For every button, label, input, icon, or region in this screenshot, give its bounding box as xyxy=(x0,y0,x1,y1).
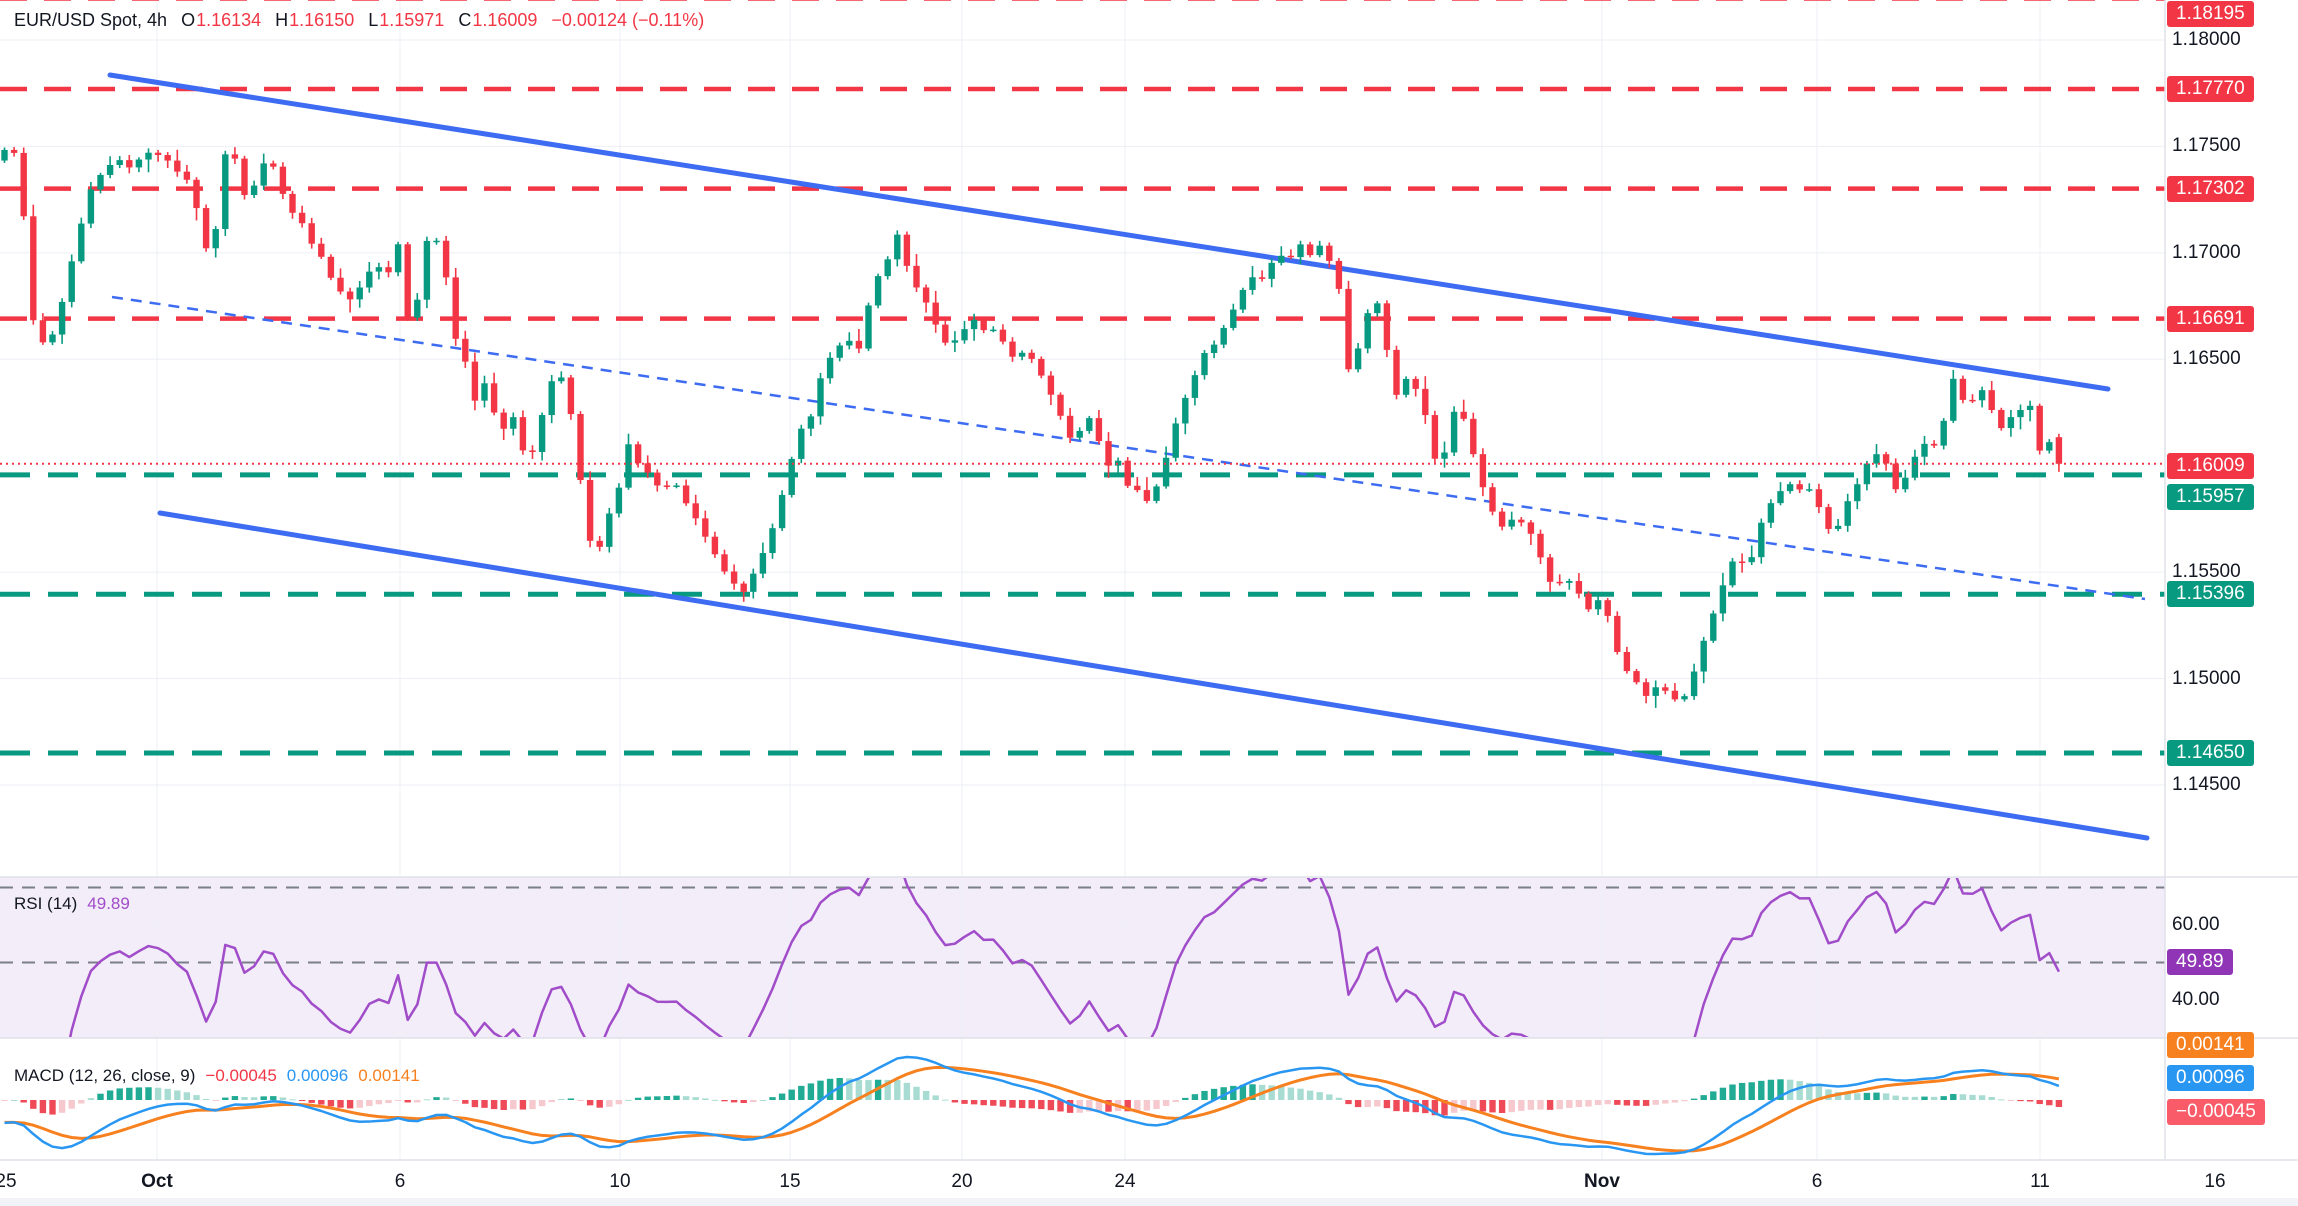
symbol-name[interactable]: EUR/USD Spot, 4h xyxy=(14,10,168,30)
rsi-pane[interactable] xyxy=(0,856,2165,1135)
candlestick-series[interactable] xyxy=(1,147,2063,708)
price-scale-badge-macd-signal: 0.00141 xyxy=(2167,1032,2254,1058)
price-scale-badge-macd-hist: −0.00045 xyxy=(2167,1099,2265,1125)
time-scale-label: 6 xyxy=(1811,1171,1823,1192)
macd-pane[interactable] xyxy=(1,1055,2063,1156)
time-scale-label: 20 xyxy=(951,1171,973,1192)
price-scale-badge-sup: 1.15957 xyxy=(2167,484,2254,510)
rsi-current-value: 49.89 xyxy=(87,894,130,913)
grid-lines xyxy=(0,0,2165,1160)
macd-indicator-label[interactable]: MACD (12, 26, close, 9) −0.00045 0.00096 0.… xyxy=(14,1066,420,1086)
support-resistance-lines[interactable] xyxy=(0,0,2165,756)
price-scale-label: 1.17000 xyxy=(2172,242,2241,263)
price-scale-label: 1.16500 xyxy=(2172,348,2241,369)
price-scale-label: 1.17500 xyxy=(2172,135,2241,156)
price-scale-badge-res: 1.17302 xyxy=(2167,176,2254,202)
time-scale-label: Oct xyxy=(141,1171,173,1192)
open-label: O xyxy=(181,10,196,30)
price-scale-badge-sup: 1.14650 xyxy=(2167,740,2254,766)
high-label: H xyxy=(275,10,289,30)
channel-mid-dashed-line xyxy=(111,295,2146,601)
rsi-indicator-label[interactable]: RSI (14) 49.89 xyxy=(14,894,130,914)
price-scale-label: 60.00 xyxy=(2172,914,2220,935)
rsi-line xyxy=(68,878,2061,1037)
price-scale-badge-res: 1.17770 xyxy=(2167,76,2254,102)
low-label: L xyxy=(368,10,379,30)
time-scale-label: 6 xyxy=(394,1171,406,1192)
price-scale-badge-rsi: 49.89 xyxy=(2167,949,2233,975)
macd-signal-value: 0.00141 xyxy=(358,1066,420,1085)
time-scale-label: 10 xyxy=(609,1171,631,1192)
close-value: 1.16009 xyxy=(472,10,538,30)
low-value: 1.15971 xyxy=(379,10,445,30)
macd-hist-value: −0.00045 xyxy=(205,1066,277,1085)
price-scale-label: 1.15500 xyxy=(2172,561,2241,582)
price-scale-badge-res: 1.18195 xyxy=(2167,1,2254,27)
price-scale-label: 1.18000 xyxy=(2172,29,2241,50)
macd-signal-line xyxy=(4,1065,2060,1153)
open-value: 1.16134 xyxy=(196,10,262,30)
macd-line-value: 0.00096 xyxy=(286,1066,349,1085)
channel-upper-line xyxy=(107,72,2111,392)
price-scale-label: 1.14500 xyxy=(2172,774,2241,795)
time-scale-label: 25 xyxy=(0,1171,17,1192)
close-label: C xyxy=(458,10,472,30)
time-scale-label: 15 xyxy=(779,1171,801,1192)
trend-channel[interactable] xyxy=(107,72,2150,841)
price-scale-badge-price: 1.16009 xyxy=(2167,453,2254,479)
high-value: 1.16150 xyxy=(289,10,355,30)
price-scale-label: 1.15000 xyxy=(2172,668,2241,689)
macd-line xyxy=(4,1055,2060,1156)
macd-label-text: MACD (12, 26, close, 9) xyxy=(14,1066,196,1085)
price-scale-label: 40.00 xyxy=(2172,989,2220,1010)
main-price-pane[interactable] xyxy=(0,0,2165,841)
bottom-window-strip xyxy=(0,1198,2298,1206)
price-scale-badge-res: 1.16691 xyxy=(2167,306,2254,332)
symbol-title-bar: EUR/USD Spot, 4h O1.16134 H1.16150 L1.15971… xyxy=(14,10,704,31)
time-scale-label: 11 xyxy=(2030,1171,2050,1192)
time-scale-label: 16 xyxy=(2204,1171,2226,1192)
time-scale-label: 24 xyxy=(1114,1171,1136,1192)
pane-separators xyxy=(0,0,2298,1161)
change-value: −0.00124 (−0.11%) xyxy=(551,10,705,30)
channel-lower-line xyxy=(157,510,2150,841)
price-scale-badge-sup: 1.15396 xyxy=(2167,581,2254,607)
price-scale-badge-macd-line: 0.00096 xyxy=(2167,1065,2254,1091)
rsi-label-text: RSI (14) xyxy=(14,894,78,913)
time-scale-label: Nov xyxy=(1584,1171,1620,1192)
